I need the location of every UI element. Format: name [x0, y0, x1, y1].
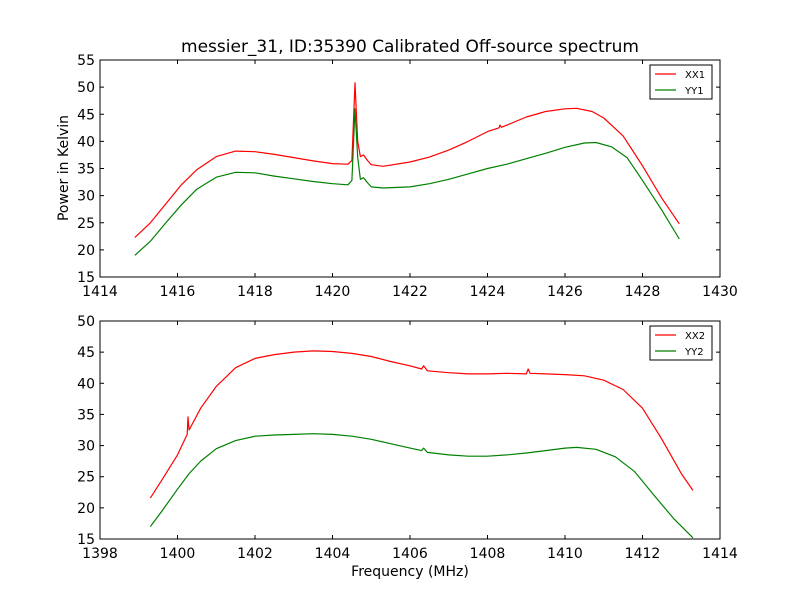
y-tick-label: 25 [77, 216, 95, 232]
legend-box [649, 325, 713, 361]
x-tick-label: 1412 [625, 546, 661, 562]
y-tick-label: 20 [77, 243, 95, 259]
y-tick-label: 45 [77, 107, 95, 123]
x-tick-label: 1422 [392, 284, 428, 300]
y-tick-label: 35 [77, 162, 95, 178]
y-tick-label: 20 [77, 501, 95, 517]
x-tick-label: 1404 [315, 546, 351, 562]
x-tick-label: 1406 [392, 546, 428, 562]
y-tick-label: 50 [77, 80, 95, 96]
y-tick-label: 35 [77, 407, 95, 423]
legend-entry-yy2: YY2 [655, 347, 704, 358]
legend-label: XX2 [685, 331, 705, 342]
x-tick-label: 1408 [470, 546, 506, 562]
x-tick-label: 1414 [702, 546, 738, 562]
y-tick-label: 25 [77, 470, 95, 486]
y-tick-label: 30 [77, 189, 95, 205]
series-line-xx2 [149, 350, 694, 499]
y-tick-label: 55 [77, 53, 95, 69]
legend-label: YY1 [684, 86, 704, 97]
legend-entry-xx1: XX1 [655, 70, 705, 81]
x-tick-label: 1414 [82, 284, 118, 300]
y-tick-label: 40 [77, 376, 95, 392]
x-tick-label: 1410 [547, 546, 583, 562]
legend-label: YY2 [684, 347, 704, 358]
x-tick-label: 1430 [702, 284, 738, 300]
series-line-yy1 [134, 108, 680, 256]
series-line-xx1 [134, 82, 680, 238]
y-tick-label: 50 [77, 314, 95, 330]
x-tick-label: 1402 [237, 546, 273, 562]
chart-title: messier_31, ID:35390 Calibrated Off-sour… [181, 37, 639, 57]
x-tick-label: 1418 [237, 284, 273, 300]
legend-label: XX1 [685, 70, 705, 81]
legend-entry-xx2: XX2 [655, 331, 705, 342]
y-axis-label: Power in Kelvin [56, 115, 72, 221]
y-tick-label: 15 [77, 270, 95, 286]
y-tick-label: 30 [77, 439, 95, 455]
x-tick-label: 1398 [82, 546, 118, 562]
x-tick-label: 1426 [547, 284, 583, 300]
x-tick-label: 1428 [625, 284, 661, 300]
legend-entry-yy1: YY1 [655, 86, 704, 97]
x-tick-label: 1420 [315, 284, 351, 300]
x-tick-label: 1416 [160, 284, 196, 300]
x-tick-label: 1400 [160, 546, 196, 562]
x-tick-label: 1424 [470, 284, 506, 300]
y-tick-label: 45 [77, 345, 95, 361]
series-line-yy2 [149, 433, 694, 539]
top-spectrum-panel: messier_31, ID:35390 Calibrated Off-sour… [56, 37, 738, 300]
y-tick-label: 15 [77, 532, 95, 548]
x-axis-label: Frequency (MHz) [351, 564, 469, 580]
y-tick-label: 40 [77, 134, 95, 150]
bottom-spectrum-panel: Frequency (MHz) 1398 1400 1402 1404 1406 1408… [77, 314, 738, 580]
legend-box [649, 64, 713, 100]
